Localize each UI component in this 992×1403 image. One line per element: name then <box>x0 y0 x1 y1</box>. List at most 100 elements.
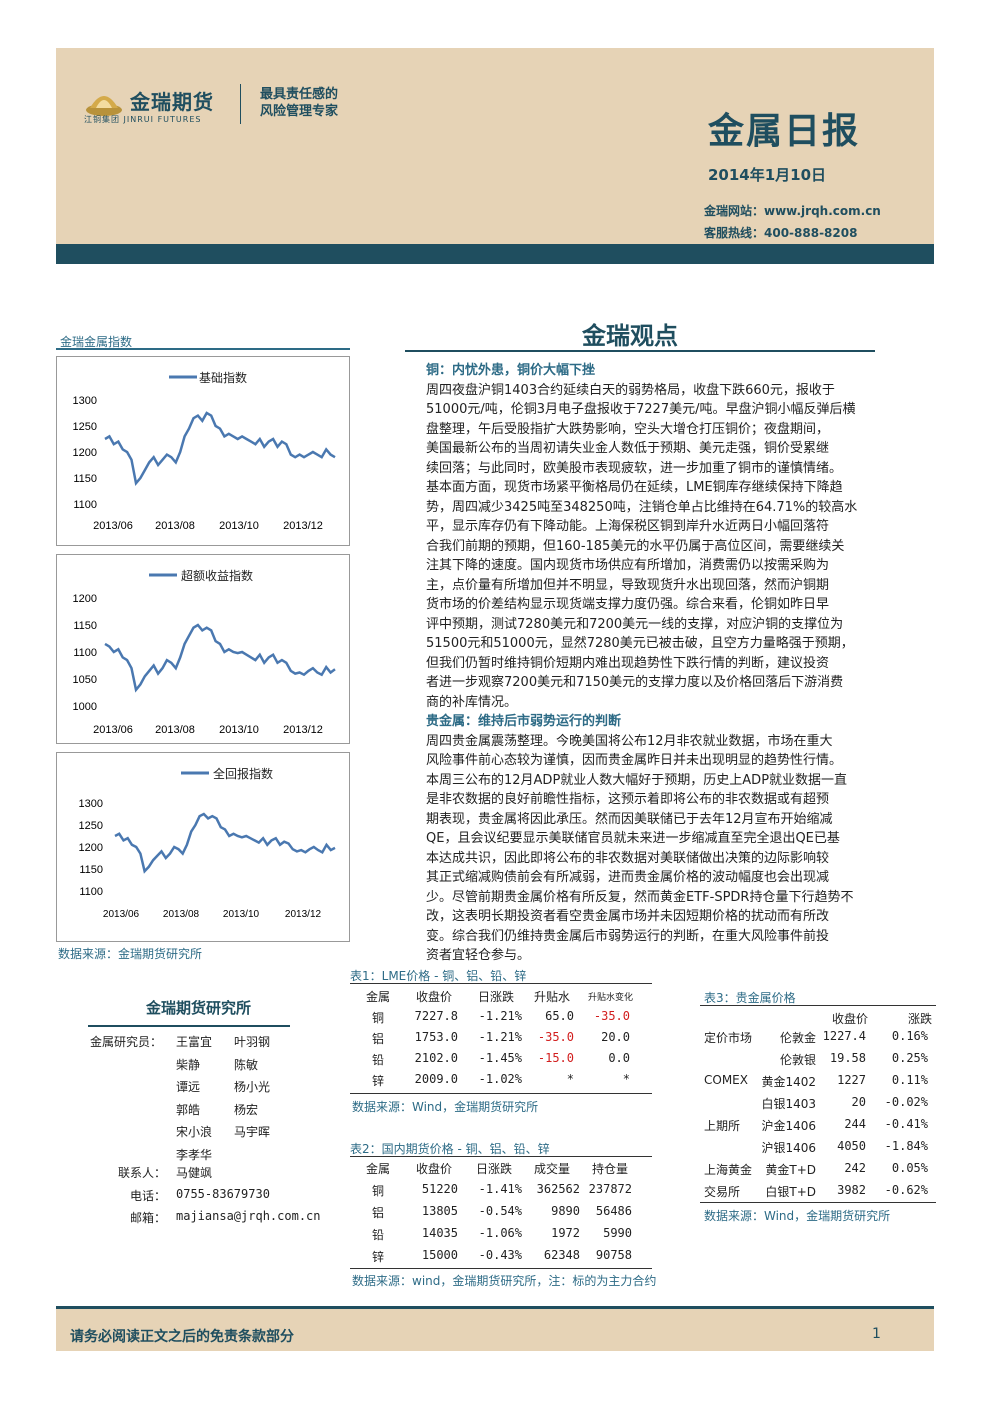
table-cell: 白银T+D <box>765 1185 816 1199</box>
y-ticks: 1300 1250 1200 1150 1100 <box>79 798 103 898</box>
text-line: 期表现，贵金属将因此承压。然而因美联储已于去年12月宣布开始缩减 <box>426 811 833 827</box>
table-cell: -0.62% <box>884 1183 928 1197</box>
lme-price-table: 金属 收盘价 日涨跌 升贴水 升贴水变化铜 7227.8 -1.21% 65.0 -35.0 铝 1… <box>350 988 652 1093</box>
series-line-excess-return-index <box>104 623 336 693</box>
text-line: 注其下降的速度。国内现货市场供应有所增加，消费需仍以按需采购为 <box>426 558 830 573</box>
table-cell: 沪银1406 <box>761 1141 816 1155</box>
email-link[interactable]: majiansa@jrqh.com.cn <box>176 1209 321 1223</box>
table-row: 铅 14035 -1.06% 1972 5990 <box>350 1226 652 1248</box>
precious-paragraph: 周四贵金属震荡整理。今晚美国将公布12月非农就业数据，市场在重大 风险事件前心态较… <box>426 732 914 966</box>
researcher-row: 柴静 陈敏 <box>176 1056 306 1079</box>
table-cell: 1227.4 <box>822 1029 866 1043</box>
table-cell: 90758 <box>595 1248 632 1262</box>
table-header-cell: 金属 <box>366 990 391 1004</box>
text-line: 平，显示库存仍有下降动能。上海保税区铜到岸升水近两日小幅回落符 <box>426 519 830 534</box>
text-line: 者进一步观察7200美元和7150美元的支撑力度以及价格回落后下游消费 <box>426 675 844 690</box>
text-line: 美国最新公布的当周初请失业金人数低于预期、美元走强，铜价受累继 <box>426 441 830 456</box>
table-cell: 51220 <box>421 1182 458 1196</box>
text-line: 51000元/吨，伦铜3月电子盘报收于7227美元/吨。早盘沪铜小幅反弹后横 <box>426 402 856 417</box>
table-cell: -0.43% <box>478 1248 522 1262</box>
header-bottom-bar <box>56 244 934 264</box>
slogan-line-2: 风险管理专家 <box>260 104 339 119</box>
x-tick: 2013/08 <box>163 909 200 920</box>
table-cell: 铝 <box>372 1032 385 1046</box>
report-title: 金属日报 <box>708 111 861 152</box>
researcher-name: 杨宏 <box>234 1102 259 1117</box>
y-tick: 1100 <box>73 499 97 511</box>
researcher-name: 李孝华 <box>176 1147 213 1162</box>
table-cell: -1.02% <box>478 1072 522 1086</box>
table-header-cell: 收盘价 <box>832 1012 869 1026</box>
table-cell: -1.21% <box>478 1009 522 1023</box>
table-cell: -35.0 <box>593 1009 630 1023</box>
text-line: 其正式缩减购债前会有所减弱，进而贵金属价格的波动幅度也会出现减 <box>426 870 830 885</box>
text-line: 盘整理，午后受股指扩大跌势影响，空头大增仓打压铜价；夜盘期间， <box>426 421 830 437</box>
table-cell: 上海黄金 <box>704 1163 753 1177</box>
precious-metal-table: 收盘价 涨跌 定价市场 伦敦金 1227.4 0.16% 伦敦银 19.58 0.25% COME… <box>700 1007 936 1205</box>
table-cell: -0.41% <box>884 1117 928 1131</box>
y-tick: 1150 <box>79 864 103 876</box>
footer-rule <box>56 1306 934 1309</box>
table3-bottom-rule <box>700 1202 936 1203</box>
table-cell: 0.25% <box>891 1051 928 1065</box>
table-row: COMEX 黄金1402 1227 0.11% <box>700 1073 936 1095</box>
table-cell: 伦敦银 <box>779 1053 816 1067</box>
copper-heading: 铜：内忧外患，铜价大幅下挫 <box>426 363 596 378</box>
table-cell: 铅 <box>372 1228 385 1242</box>
table-cell: 黄金T+D <box>765 1163 816 1177</box>
table-cell: -15.0 <box>537 1051 574 1065</box>
text-line: 少。尽管前期贵金属价格有所反复，然而黄金ETF-SPDR持仓量下行趋势不 <box>426 889 854 905</box>
y-tick: 1200 <box>73 447 97 459</box>
website-link[interactable]: 金瑞网站：www.jrqh.com.cn <box>704 204 881 218</box>
researcher-name: 柴静 <box>176 1057 201 1072</box>
table-header-row: 金属 收盘价 日涨跌 升贴水 升贴水变化 <box>350 988 652 1009</box>
domestic-futures-table: 金属 收盘价 日涨跌 成交量 持仓量铜 51220 -1.41% 362562 237872 铝 1… <box>350 1160 652 1270</box>
table-cell: 19.58 <box>829 1051 866 1065</box>
table-header-cell: 持仓量 <box>592 1162 629 1176</box>
logo-english: 江铜集团 JINRUI FUTURES <box>84 114 201 125</box>
table-row: 锌 2009.0 -1.02% * * <box>350 1072 652 1093</box>
x-tick: 2013/12 <box>283 520 323 532</box>
table-cell: 0.11% <box>891 1073 928 1087</box>
text-line: 基本面方面，现货市场紧平衡格局仍在延续，LME铜库存继续保持下降趋 <box>426 480 843 495</box>
y-tick: 1200 <box>73 593 97 605</box>
table3-top-rule <box>700 1005 936 1006</box>
table-header-cell: 收盘价 <box>416 1162 453 1176</box>
y-ticks: 1300 1250 1200 1150 1100 <box>73 395 97 511</box>
y-tick: 1100 <box>79 886 103 898</box>
researcher-name: 马宇晖 <box>234 1125 271 1139</box>
y-tick: 1300 <box>79 798 103 810</box>
table-cell: 3982 <box>837 1183 866 1197</box>
table1-title: 表1：LME价格 - 铜、铝、铅、锌 <box>350 969 527 983</box>
table-cell: -1.06% <box>478 1226 522 1240</box>
table-cell: 定价市场 <box>704 1031 753 1045</box>
table-cell: 20 <box>851 1095 866 1109</box>
table-cell: -1.41% <box>478 1182 522 1196</box>
table-cell: 65.0 <box>545 1009 574 1023</box>
table-header-cell: 成交量 <box>534 1162 571 1176</box>
table-header-row: 收盘价 涨跌 <box>700 1007 936 1029</box>
institute-title-rule <box>88 1025 290 1027</box>
table-row: 交易所 白银T+D 3982 -0.62% <box>700 1183 936 1205</box>
table-header-cell: 升贴水变化 <box>588 993 634 1003</box>
series-line-total-return-index <box>114 812 336 874</box>
table-header-cell: 收盘价 <box>416 990 453 1004</box>
table2-top-rule <box>350 1156 652 1157</box>
y-tick: 1000 <box>73 701 97 713</box>
text-line: 风险事件前心态较为谨慎，因而贵金属昨日并未出现明显的趋势性行情。 <box>426 753 843 768</box>
table-row: 锌 15000 -0.43% 62348 90758 <box>350 1248 652 1270</box>
logo-name: 金瑞期货 <box>130 90 214 114</box>
x-tick: 2013/08 <box>155 520 195 532</box>
hotline: 客服热线：400-888-8208 <box>704 226 858 240</box>
table-header-row: 金属 收盘价 日涨跌 成交量 持仓量 <box>350 1160 652 1182</box>
x-tick: 2013/06 <box>93 724 133 736</box>
logo-mark-icon <box>86 96 122 116</box>
text-line: 变。综合我们仍维持贵金属后市弱势运行的判断，在重大风险事件前投 <box>426 928 830 944</box>
logo-en-name: JINRUI FUTURES <box>123 115 202 124</box>
y-ticks: 1200 1150 1100 1050 1000 <box>73 593 97 713</box>
table-cell: 铅 <box>372 1053 385 1067</box>
x-tick: 2013/12 <box>285 909 322 920</box>
phone-number: 0755-83679730 <box>176 1187 270 1201</box>
table3-source: 数据来源：Wind，金瑞期货研究所 <box>704 1209 891 1223</box>
text-line: 商的补库情况。 <box>426 694 518 710</box>
